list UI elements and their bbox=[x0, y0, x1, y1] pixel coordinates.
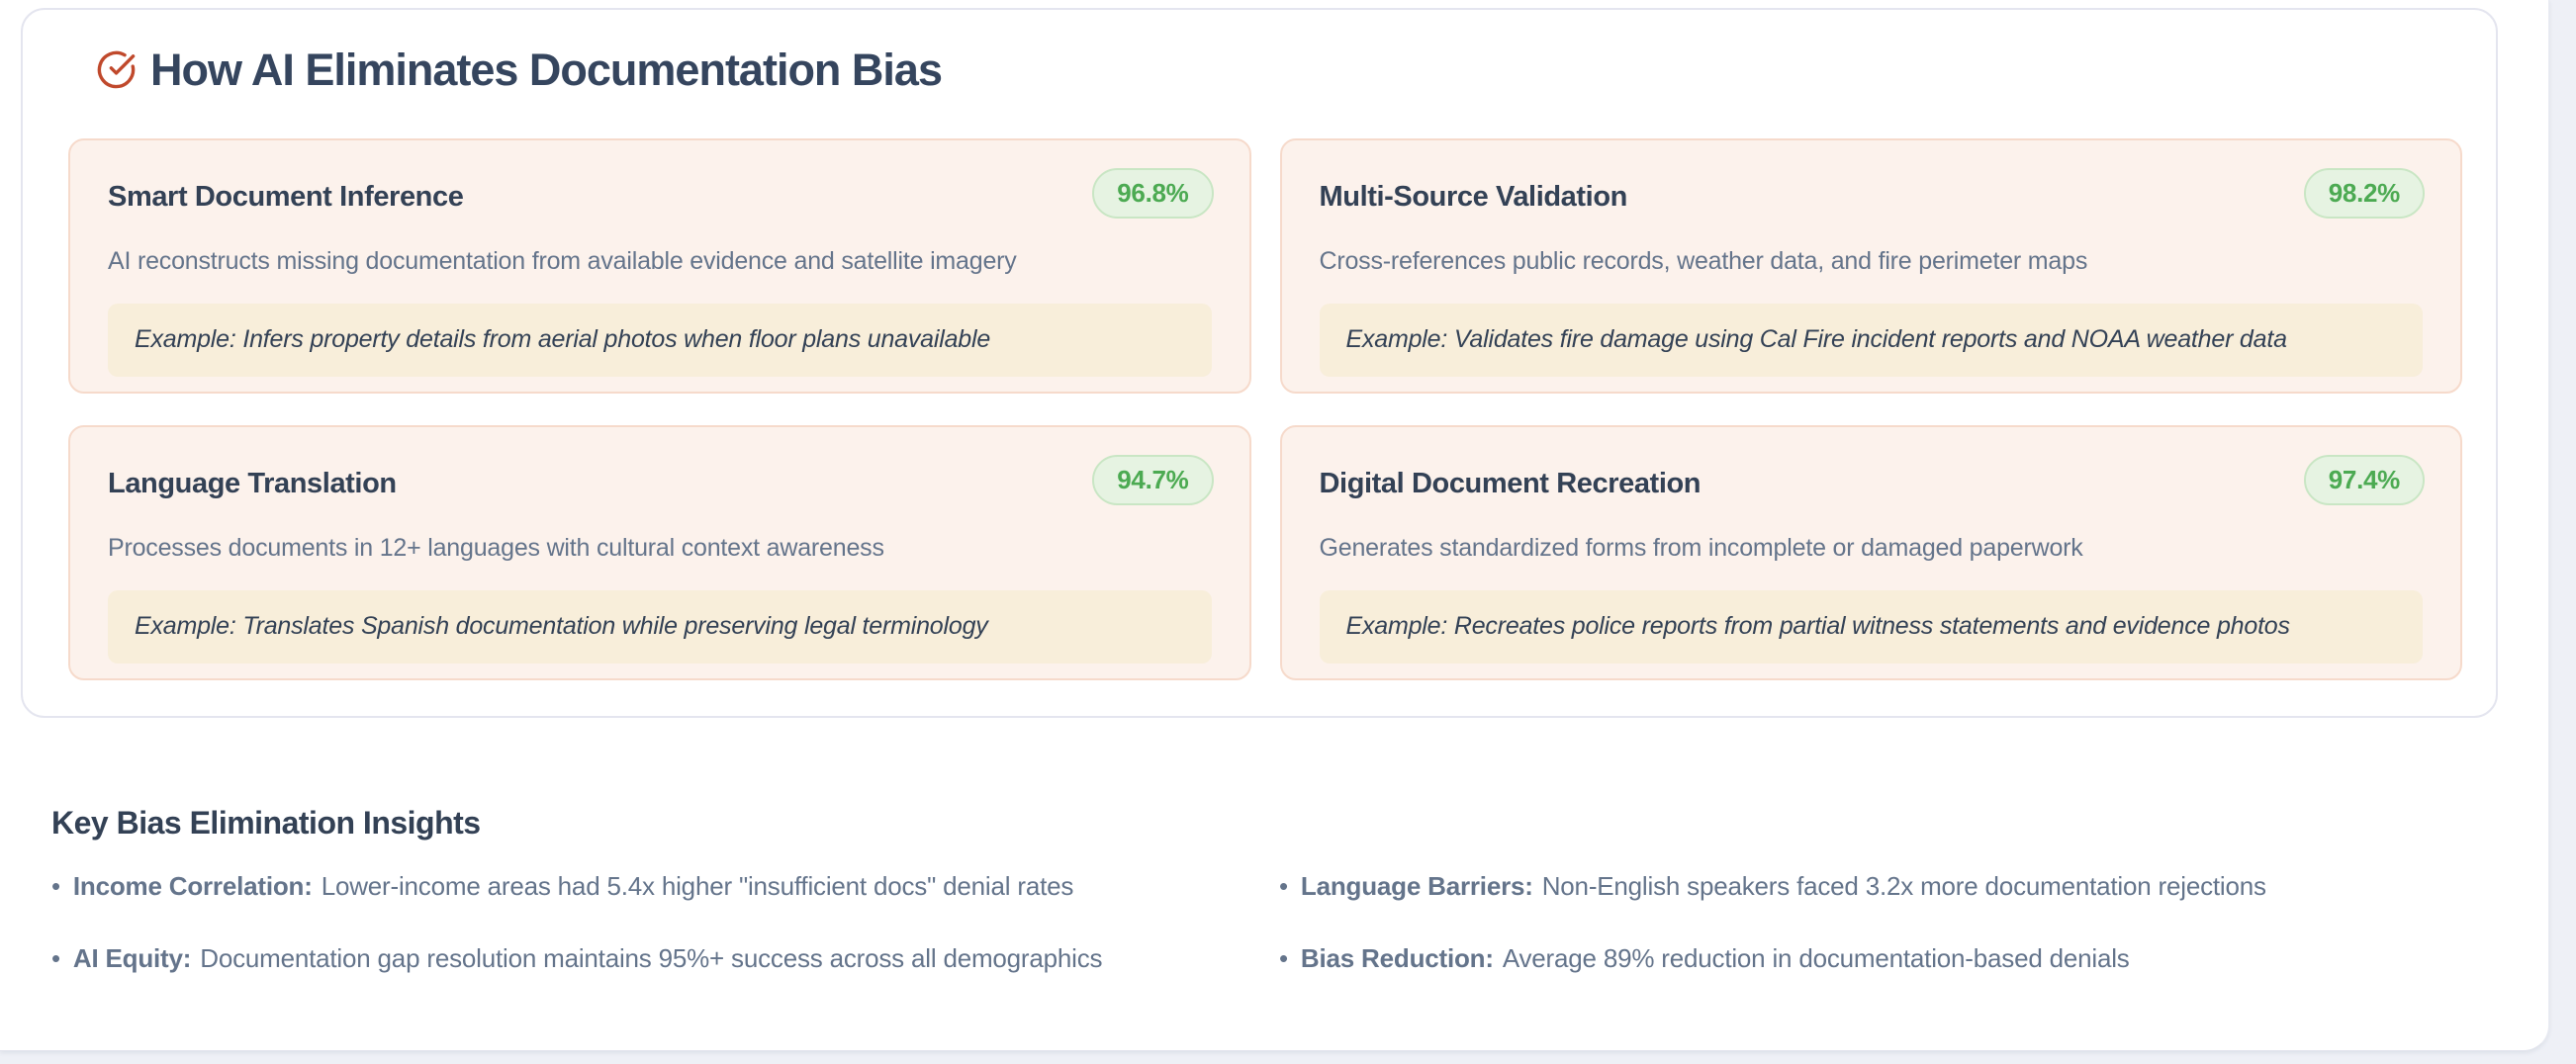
card-title: Language Translation bbox=[108, 468, 397, 499]
insight-ai-equity: • AI Equity: Documentation gap resolutio… bbox=[51, 942, 1279, 976]
insights-grid: • Income Correlation: Lower-income areas… bbox=[51, 870, 2471, 976]
success-rate-badge: 97.4% bbox=[2303, 455, 2425, 506]
card-digital-document-recreation: Digital Document Recreation 97.4% Genera… bbox=[1279, 425, 2462, 680]
success-rate-badge: 96.8% bbox=[1092, 168, 1214, 220]
card-description: Generates standardized forms from incomp… bbox=[1319, 534, 2083, 563]
card-language-translation: Language Translation 94.7% Processes doc… bbox=[68, 425, 1251, 680]
bullet-icon: • bbox=[51, 871, 60, 901]
card-example-text: Example: Translates Spanish documentatio… bbox=[135, 612, 988, 641]
feature-cards-grid: Smart Document Inference 96.8% AI recons… bbox=[68, 138, 2462, 680]
card-example: Example: Infers property details from ae… bbox=[108, 303, 1212, 377]
key-insights-section: Key Bias Elimination Insights • Income C… bbox=[51, 805, 2471, 976]
bullet-icon: • bbox=[1279, 942, 1288, 973]
insight-label: Bias Reduction: bbox=[1300, 942, 1494, 973]
bullet-icon: • bbox=[51, 942, 60, 973]
section-title: How AI Eliminates Documentation Bias bbox=[150, 44, 943, 95]
card-example-text: Example: Infers property details from ae… bbox=[135, 325, 991, 354]
card-example-text: Example: Validates fire damage using Cal… bbox=[1345, 325, 2287, 354]
insight-text: Documentation gap resolution maintains 9… bbox=[200, 942, 1103, 973]
insights-heading: Key Bias Elimination Insights bbox=[51, 805, 481, 841]
content-panel: How AI Eliminates Documentation Bias Sma… bbox=[0, 0, 2549, 1051]
success-rate-badge: 94.7% bbox=[1092, 455, 1214, 506]
card-description: Cross-references public records, weather… bbox=[1319, 247, 2088, 276]
section-title-row: How AI Eliminates Documentation Bias bbox=[96, 44, 943, 95]
card-example: Example: Validates fire damage using Cal… bbox=[1319, 303, 2423, 377]
card-title: Multi-Source Validation bbox=[1319, 181, 1628, 213]
documentation-bias-section-card: How AI Eliminates Documentation Bias Sma… bbox=[21, 8, 2498, 718]
bullet-icon: • bbox=[1279, 871, 1288, 901]
card-title: Digital Document Recreation bbox=[1319, 468, 1702, 499]
insight-bias-reduction: • Bias Reduction: Average 89% reduction … bbox=[1279, 942, 2471, 976]
card-description: Processes documents in 12+ languages wit… bbox=[108, 534, 884, 563]
insight-income-correlation: • Income Correlation: Lower-income areas… bbox=[51, 870, 1279, 904]
insight-text: Average 89% reduction in documentation-b… bbox=[1502, 942, 2130, 973]
card-multi-source-validation: Multi-Source Validation 98.2% Cross-refe… bbox=[1279, 138, 2462, 394]
card-example: Example: Recreates police reports from p… bbox=[1319, 589, 2423, 664]
success-rate-badge: 98.2% bbox=[2303, 168, 2425, 220]
insight-text: Non-English speakers faced 3.2x more doc… bbox=[1541, 871, 2266, 901]
check-circle-icon bbox=[97, 51, 136, 89]
card-example-text: Example: Recreates police reports from p… bbox=[1345, 612, 2291, 641]
insight-language-barriers: • Language Barriers: Non-English speaker… bbox=[1279, 870, 2471, 904]
card-description: AI reconstructs missing documentation fr… bbox=[108, 247, 1017, 276]
card-title: Smart Document Inference bbox=[108, 181, 464, 213]
card-example: Example: Translates Spanish documentatio… bbox=[108, 589, 1212, 664]
insight-label: Income Correlation: bbox=[72, 871, 313, 901]
insight-label: Language Barriers: bbox=[1300, 871, 1533, 901]
insight-text: Lower-income areas had 5.4x higher "insu… bbox=[321, 871, 1074, 901]
card-smart-document-inference: Smart Document Inference 96.8% AI recons… bbox=[68, 138, 1251, 394]
insight-label: AI Equity: bbox=[72, 942, 192, 973]
